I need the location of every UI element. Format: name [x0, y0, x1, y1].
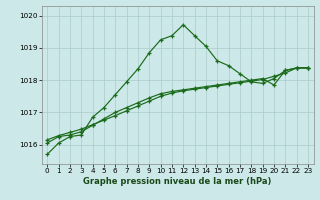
X-axis label: Graphe pression niveau de la mer (hPa): Graphe pression niveau de la mer (hPa)	[84, 177, 272, 186]
